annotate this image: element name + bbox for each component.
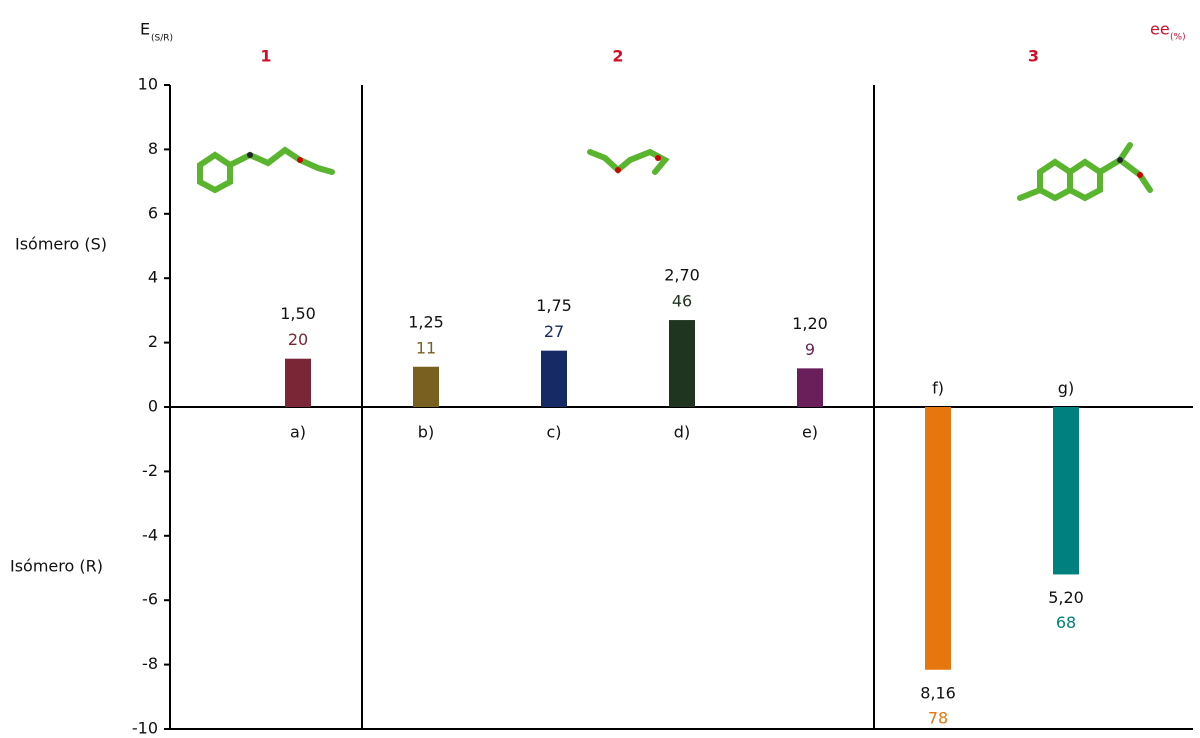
value-label: 2,70 bbox=[664, 266, 700, 285]
y-tick-label: 4 bbox=[148, 268, 158, 287]
x-tick-label: a) bbox=[290, 423, 306, 442]
x-tick-label: d) bbox=[674, 423, 690, 442]
y-tick-label: 2 bbox=[148, 332, 158, 351]
x-tick-label: c) bbox=[546, 423, 561, 442]
bar bbox=[285, 359, 311, 407]
x-tick-label: e) bbox=[802, 423, 818, 442]
bar bbox=[413, 367, 439, 407]
bar bbox=[797, 368, 823, 407]
ee-label: 46 bbox=[672, 292, 692, 311]
ee-label: 68 bbox=[1056, 613, 1076, 632]
bar bbox=[1053, 407, 1079, 574]
ee-label: 11 bbox=[416, 338, 436, 357]
value-label: 8,16 bbox=[920, 683, 956, 702]
value-label: 1,50 bbox=[280, 304, 316, 323]
ee-label: 20 bbox=[288, 330, 308, 349]
bar bbox=[925, 407, 951, 670]
y-tick-label: 6 bbox=[148, 203, 158, 222]
value-label: 1,20 bbox=[792, 314, 828, 333]
bar bbox=[541, 351, 567, 407]
y-tick-label: 0 bbox=[148, 397, 158, 416]
y-tick-label: 10 bbox=[138, 75, 158, 94]
molecule-3 bbox=[1020, 145, 1150, 198]
y-tick-label: -2 bbox=[142, 461, 158, 480]
y-tick-label: -10 bbox=[132, 719, 158, 738]
y-axis-label-sub: (S/R) bbox=[151, 34, 173, 44]
y-axis-label: E bbox=[140, 20, 150, 39]
y-tick-label: -6 bbox=[142, 590, 158, 609]
y-tick-label: 8 bbox=[148, 139, 158, 158]
x-tick-label: f) bbox=[932, 379, 944, 398]
ee-label: ee bbox=[1150, 20, 1170, 39]
ee-label: 27 bbox=[544, 322, 564, 341]
group-label: 2 bbox=[612, 47, 623, 66]
x-tick-label: b) bbox=[418, 423, 434, 442]
value-label: 5,20 bbox=[1048, 588, 1084, 607]
group-label: 1 bbox=[260, 47, 271, 66]
ee-label: 9 bbox=[805, 340, 815, 359]
molecule-2 bbox=[590, 152, 665, 173]
upper-label: Isómero (S) bbox=[15, 235, 107, 254]
x-tick-label: g) bbox=[1058, 379, 1074, 398]
chart: E (S/R) ee (%) Isómero (S) Isómero (R) -… bbox=[0, 0, 1200, 738]
molecule-1 bbox=[200, 150, 332, 190]
ee-label-sub: (%) bbox=[1170, 33, 1186, 43]
lower-label: Isómero (R) bbox=[10, 557, 103, 576]
y-tick-label: -8 bbox=[142, 654, 158, 673]
value-label: 1,25 bbox=[408, 312, 444, 331]
group-label: 3 bbox=[1028, 47, 1039, 66]
ee-label: 78 bbox=[928, 708, 948, 727]
bar bbox=[669, 320, 695, 407]
y-tick-label: -4 bbox=[142, 525, 158, 544]
value-label: 1,75 bbox=[536, 296, 572, 315]
